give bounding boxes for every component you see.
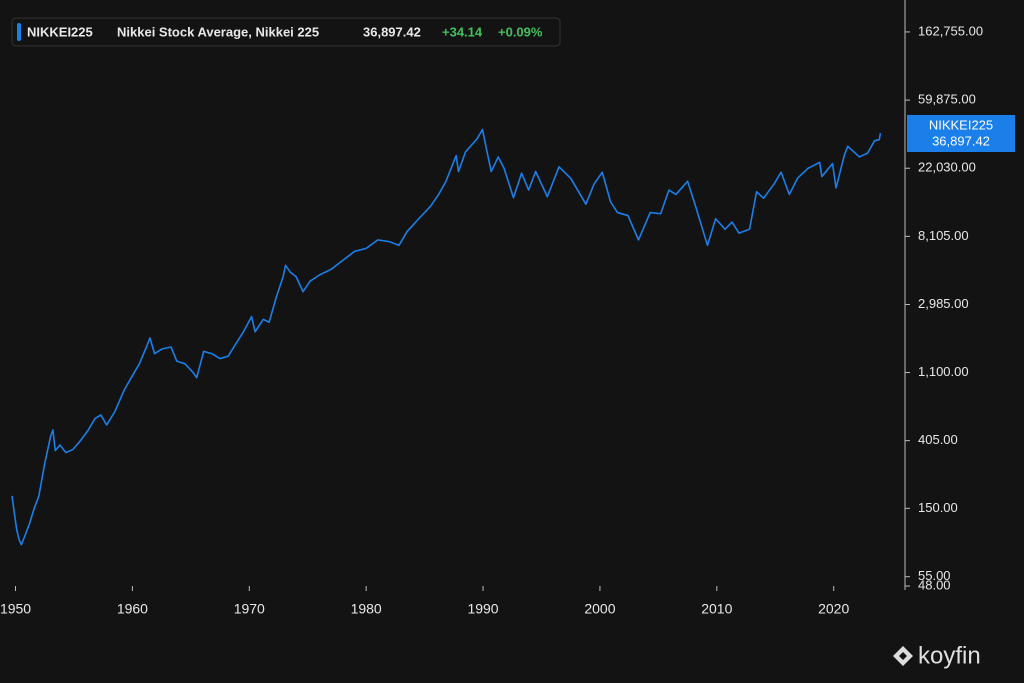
price-tag-symbol: NIKKEI225 <box>929 117 993 132</box>
price-tag-value: 36,897.42 <box>932 133 990 148</box>
y-tick-label: 8,105.00 <box>918 228 969 243</box>
last-price: 36,897.42 <box>363 24 421 39</box>
x-tick-label: 1980 <box>351 601 382 617</box>
y-tick-label: 48.00 <box>918 577 951 592</box>
x-tick-label: 2010 <box>701 601 732 617</box>
price-tag <box>907 115 1015 152</box>
y-tick-label: 150.00 <box>918 500 958 515</box>
symbol: NIKKEI225 <box>27 24 93 39</box>
y-tick-label: 55.00 <box>918 568 951 583</box>
legend-marker <box>17 23 21 41</box>
y-tick-label: 405.00 <box>918 432 958 447</box>
y-tick-label: 59,875.00 <box>918 92 976 107</box>
x-tick-label: 1960 <box>117 601 148 617</box>
y-tick-label: 1,100.00 <box>918 364 969 379</box>
price-line <box>11 128 882 546</box>
legend-box <box>11 17 561 47</box>
y-tick-label: 22,030.00 <box>918 160 976 175</box>
instrument-name: Nikkei Stock Average, Nikkei 225 <box>117 24 319 39</box>
change: +34.14 <box>442 24 483 39</box>
y-tick-label: 2,985.00 <box>918 296 969 311</box>
plot-area <box>11 128 882 546</box>
brand-logo: koyfin <box>893 642 981 669</box>
brand: koyfin <box>918 642 981 669</box>
y-tick-label: 162,755.00 <box>918 23 983 38</box>
x-tick-label: 2000 <box>584 601 615 617</box>
x-tick-label: 1990 <box>467 601 498 617</box>
change-pct: +0.09% <box>498 24 543 39</box>
x-tick-label: 2020 <box>818 601 849 617</box>
x-tick-label: 1950 <box>0 601 31 617</box>
x-tick-label: 1970 <box>234 601 265 617</box>
